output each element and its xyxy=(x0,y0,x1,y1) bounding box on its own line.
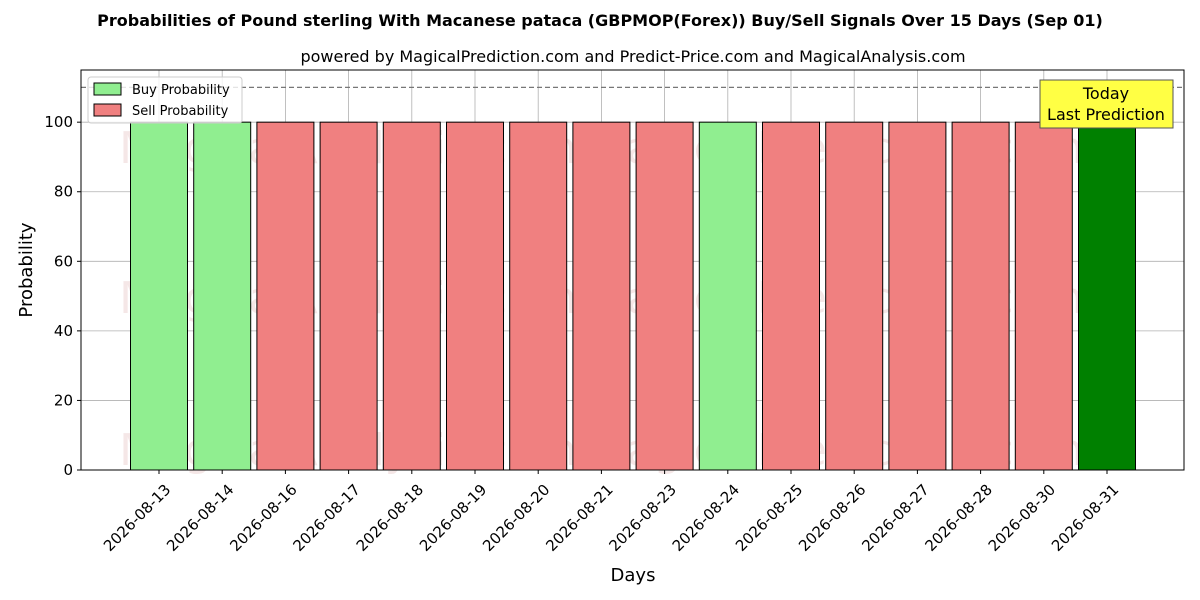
x-tick-label: 2026-08-26 xyxy=(795,481,869,555)
bars xyxy=(130,121,1136,471)
y-tick-label: 20 xyxy=(54,391,73,409)
bar-sell xyxy=(635,121,694,471)
x-tick-label: 2026-08-25 xyxy=(732,481,806,555)
today-annotation-line2: Last Prediction xyxy=(1047,105,1165,124)
x-tick-label: 2026-08-27 xyxy=(858,481,932,555)
legend-buy-label: Buy Probability xyxy=(132,83,230,98)
y-tick-label: 60 xyxy=(54,252,73,270)
plot-frame xyxy=(80,69,1185,471)
legend-box xyxy=(87,76,243,124)
legend-sell-swatch xyxy=(93,103,122,117)
bar-sell xyxy=(825,121,884,471)
bar-today xyxy=(1078,121,1136,471)
y-axis-label: Probability xyxy=(16,222,37,317)
x-tick-label: 2026-08-17 xyxy=(290,481,364,555)
bar-sell xyxy=(319,121,378,471)
today-annotation-line1: Today xyxy=(1082,84,1129,103)
y-tick-label: 100 xyxy=(44,113,73,131)
y-tick-label: 40 xyxy=(54,322,73,340)
x-tick-label: 2026-08-16 xyxy=(226,481,300,555)
bar-sell xyxy=(1014,121,1073,471)
x-axis: 2026-08-132026-08-142026-08-162026-08-17… xyxy=(100,470,1122,555)
chart-title: Probabilities of Pound sterling With Mac… xyxy=(97,11,1103,30)
bar-sell xyxy=(572,121,631,471)
chart-subtitle: powered by MagicalPrediction.com and Pre… xyxy=(300,47,965,66)
bar-sell xyxy=(951,121,1010,471)
today-annotation-box xyxy=(1039,79,1174,129)
x-axis-label: Days xyxy=(611,565,656,586)
legend-buy-swatch xyxy=(93,82,122,96)
x-tick-label: 2026-08-14 xyxy=(163,481,237,555)
y-tick-label: 0 xyxy=(63,461,73,479)
x-tick-label: 2026-08-20 xyxy=(479,481,553,555)
bar-buy xyxy=(698,121,757,471)
legend-sell-label: Sell Probability xyxy=(132,104,229,119)
today-annotation: Today Last Prediction xyxy=(1039,79,1174,129)
x-tick-label: 2026-08-24 xyxy=(669,481,743,555)
x-tick-label: 2026-08-13 xyxy=(100,481,174,555)
bar-sell xyxy=(256,121,315,471)
x-tick-label: 2026-08-31 xyxy=(1048,481,1122,555)
y-tick-label: 80 xyxy=(54,183,73,201)
bar-sell xyxy=(509,121,568,471)
bar-buy xyxy=(193,121,252,471)
x-tick-label: 2026-08-28 xyxy=(922,481,996,555)
bar-sell xyxy=(446,121,504,471)
legend: Buy Probability Sell Probability xyxy=(87,76,243,124)
bar-buy xyxy=(130,121,188,471)
x-tick-label: 2026-08-18 xyxy=(353,481,427,555)
x-tick-label: 2026-08-30 xyxy=(985,481,1059,555)
y-axis: 0 20 40 60 80 100 xyxy=(44,113,81,479)
x-tick-label: 2026-08-23 xyxy=(606,481,680,555)
bar-sell xyxy=(382,121,441,471)
x-tick-label: 2026-08-19 xyxy=(416,481,490,555)
bar-sell xyxy=(888,121,947,471)
x-tick-label: 2026-08-21 xyxy=(542,481,616,555)
bar-sell xyxy=(762,121,820,471)
